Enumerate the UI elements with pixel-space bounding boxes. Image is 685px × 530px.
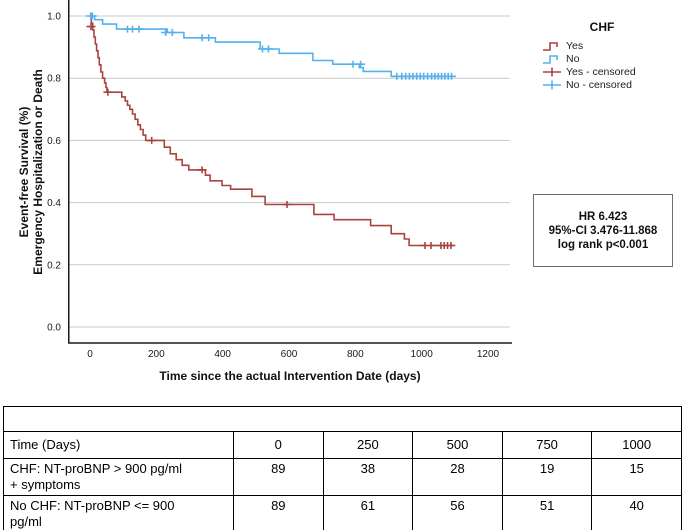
at-risk-row: No CHF: NT-proBNP <= 900 pg/ml 89 61 56 51 40 [3,495,682,530]
at-risk-count-cell: 61 [322,495,414,530]
legend-item-label: No [566,52,580,65]
survival-curve-no [90,15,455,78]
y-axis-title: Event-free Survival (%) Emergency Hospit… [17,0,46,345]
at-risk-count-cell: 28 [412,458,503,496]
y-axis-title-line1: Event-free Survival (%) [17,106,31,238]
legend-item-no-censored: No - censored [542,78,668,91]
y-tick-label: 0.2 [47,260,61,271]
at-risk-count-cell: 51 [501,495,593,530]
legend: CHF Yes No Yes - censored No - censored [536,20,668,91]
x-tick-label: 1000 [411,349,434,360]
time-label-cell: Time (Days) [3,431,234,459]
legend-item-label: Yes - censored [566,65,636,78]
at-risk-count-cell: 19 [501,458,593,496]
x-axis-title: Time since the actual Intervention Date … [159,369,421,383]
time-value-cell: 1000 [591,431,682,459]
x-tick-label: 0 [87,349,93,360]
time-header-row: Time (Days) 0 250 500 750 1000 [3,431,682,459]
at-risk-count-cell: 56 [412,495,503,530]
table-spacer-row [3,406,682,432]
y-tick-label: 0.0 [47,323,61,334]
legend-item-yes-censored: Yes - censored [542,65,668,78]
time-value-cell: 500 [412,431,503,459]
legend-item-label: No - censored [566,78,632,91]
hr-value: HR 6.423 [578,210,628,223]
km-plot-canvas: 0.0 0.2 0.4 0.6 0.8 1.0 0 200 400 600 800 1000 1200 [47,0,512,360]
legend-item-yes: Yes [542,39,668,52]
y-tick-label: 0.4 [47,198,61,209]
table-spacer-cell [3,406,682,432]
group-label-cell: CHF: NT-proBNP > 900 pg/ml + symptoms [3,458,234,496]
legend-items: Yes No Yes - censored No - censored [536,39,668,91]
at-risk-count-cell: 40 [591,495,682,530]
legend-item-label: Yes [566,39,584,52]
stats-annotation-box: HR 6.423 95%-CI 3.476-11.868 log rank p<… [533,194,673,267]
logrank-p-value: log rank p<0.001 [557,238,649,251]
at-risk-count-cell: 38 [322,458,414,496]
y-tick-label: 0.6 [47,136,61,147]
plus-glyph-icon [543,80,561,89]
x-tick-label: 1200 [477,349,500,360]
plus-glyph-icon [543,67,561,76]
x-tick-label: 600 [281,349,298,360]
step-glyph-icon [543,54,558,64]
x-tick-label: 800 [347,349,364,360]
y-tick-label: 0.8 [47,74,61,85]
survival-curve-yes [90,15,454,247]
at-risk-count-cell: 89 [233,495,324,530]
at-risk-row: CHF: NT-proBNP > 900 pg/ml + symptoms 89 3… [3,458,682,496]
group-label-cell: No CHF: NT-proBNP <= 900 pg/ml [3,495,234,530]
ci-value: 95%-CI 3.476-11.868 [548,224,658,237]
censor-marks-yes [86,23,456,249]
censor-marks-no [86,12,456,80]
x-tick-label: 200 [148,349,165,360]
time-value-cell: 0 [233,431,324,459]
at-risk-count-cell: 15 [591,458,682,496]
at-risk-count-cell: 89 [233,458,324,496]
x-tick-label: 400 [214,349,231,360]
number-at-risk-table: Time (Days) 0 250 500 750 1000 CHF: NT-proBNP … [3,406,682,530]
legend-title: CHF [589,20,615,34]
step-glyph-icon [543,41,558,51]
legend-item-no: No [542,52,668,65]
y-tick-label: 1.0 [47,12,61,23]
time-value-cell: 750 [501,431,593,459]
time-value-cell: 250 [322,431,414,459]
y-axis-title-line2: Emergency Hospitalization or Death [30,69,45,275]
